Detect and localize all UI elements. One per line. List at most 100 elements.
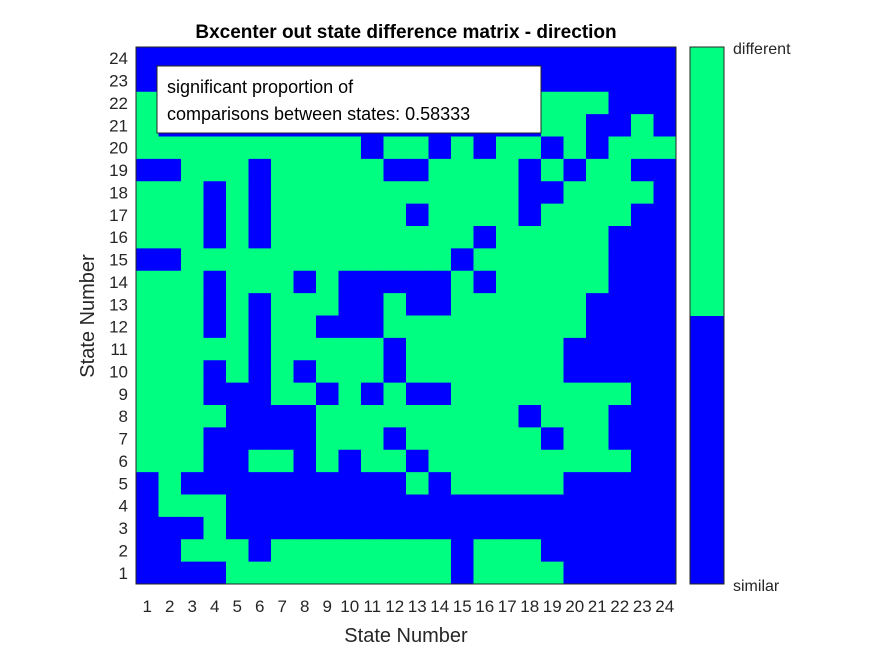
heatmap-cell <box>316 539 339 563</box>
heatmap-cell <box>248 181 272 205</box>
heatmap-cell <box>451 158 474 182</box>
heatmap-cell <box>563 427 587 451</box>
heatmap-cell <box>383 516 407 540</box>
heatmap-cell <box>248 427 272 451</box>
heatmap-cell <box>653 69 677 93</box>
heatmap-cell <box>293 561 317 585</box>
heatmap-cell <box>653 427 677 451</box>
heatmap-cell <box>473 405 497 428</box>
heatmap-cell <box>383 181 407 205</box>
heatmap-cell <box>518 47 542 70</box>
heatmap-cell <box>563 337 587 361</box>
heatmap-cell <box>316 293 339 316</box>
heatmap-cell <box>586 449 609 473</box>
heatmap-cell <box>383 293 407 316</box>
heatmap-cell <box>608 293 632 316</box>
heatmap-cell <box>653 248 677 272</box>
heatmap-cell <box>271 427 294 451</box>
heatmap-cell <box>181 516 204 540</box>
heatmap-cell <box>451 405 474 428</box>
heatmap-cell <box>473 270 497 294</box>
heatmap-cell <box>518 293 542 316</box>
heatmap-cell <box>631 449 654 473</box>
heatmap-cell <box>361 494 384 518</box>
heatmap-cell <box>248 226 272 249</box>
heatmap-cell <box>496 516 519 540</box>
heatmap-cell <box>473 561 497 585</box>
heatmap-cell <box>653 136 677 160</box>
heatmap-cell <box>428 226 452 249</box>
heatmap-cell <box>563 539 587 563</box>
heatmap-cell <box>541 270 564 294</box>
heatmap-cell <box>383 337 407 361</box>
heatmap-cell <box>518 427 542 451</box>
heatmap-cell <box>563 405 587 428</box>
heatmap-cell <box>181 315 204 339</box>
heatmap-cell <box>473 315 497 339</box>
heatmap-cell <box>541 181 564 205</box>
x-tick-label: 7 <box>278 597 287 616</box>
heatmap-cell <box>608 449 632 473</box>
heatmap-cell <box>293 158 317 182</box>
heatmap-cell <box>653 494 677 518</box>
heatmap-cell <box>406 203 429 227</box>
heatmap-cell <box>608 248 632 272</box>
heatmap-cell <box>473 181 497 205</box>
heatmap-cell <box>316 382 339 406</box>
y-tick-label: 20 <box>109 139 128 158</box>
x-tick-label: 22 <box>610 597 629 616</box>
heatmap-cell <box>248 360 272 384</box>
heatmap-cell <box>203 360 227 384</box>
heatmap-cell <box>361 427 384 451</box>
heatmap-cell <box>608 114 632 137</box>
x-tick-label: 18 <box>520 597 539 616</box>
heatmap-cell <box>203 158 227 182</box>
heatmap-cell <box>586 539 609 563</box>
heatmap-cell <box>563 494 587 518</box>
y-tick-label: 21 <box>109 116 128 135</box>
heatmap-cell <box>338 47 362 70</box>
heatmap-cell <box>203 315 227 339</box>
heatmap-cell <box>406 337 429 361</box>
heatmap-cell <box>586 203 609 227</box>
heatmap-cell <box>586 315 609 339</box>
heatmap-cell <box>158 158 182 182</box>
heatmap-cell <box>361 449 384 473</box>
heatmap-cell <box>293 382 317 406</box>
heatmap-cell <box>361 315 384 339</box>
heatmap-cell <box>316 405 339 428</box>
heatmap-cell <box>226 494 249 518</box>
x-tick-label: 4 <box>210 597 219 616</box>
heatmap-cell <box>226 382 249 406</box>
heatmap-cell <box>608 158 632 182</box>
y-tick-label: 16 <box>109 228 128 247</box>
heatmap-cell <box>383 136 407 160</box>
heatmap-cell <box>271 226 294 249</box>
heatmap-cell <box>518 449 542 473</box>
heatmap-cell <box>608 405 632 428</box>
heatmap-cell <box>293 360 317 384</box>
heatmap-cell <box>653 226 677 249</box>
heatmap-cell <box>428 248 452 272</box>
heatmap-cell <box>541 427 564 451</box>
heatmap-cell <box>631 472 654 495</box>
heatmap-cell <box>226 427 249 451</box>
heatmap-cell <box>653 315 677 339</box>
y-tick-label: 23 <box>109 72 128 91</box>
heatmap-cell <box>631 360 654 384</box>
heatmap-cell <box>428 561 452 585</box>
heatmap-cell <box>338 494 362 518</box>
heatmap-cell <box>338 136 362 160</box>
heatmap-cell <box>631 382 654 406</box>
heatmap-cell <box>406 293 429 316</box>
heatmap-cell <box>316 494 339 518</box>
heatmap-cell <box>136 47 159 70</box>
heatmap-cell <box>653 405 677 428</box>
y-tick-label: 14 <box>109 273 128 292</box>
x-tick-label: 11 <box>363 597 381 616</box>
heatmap-cell <box>631 315 654 339</box>
heatmap-cell <box>563 472 587 495</box>
heatmap-cell <box>563 136 587 160</box>
heatmap-cell <box>563 516 587 540</box>
heatmap-cell <box>608 181 632 205</box>
